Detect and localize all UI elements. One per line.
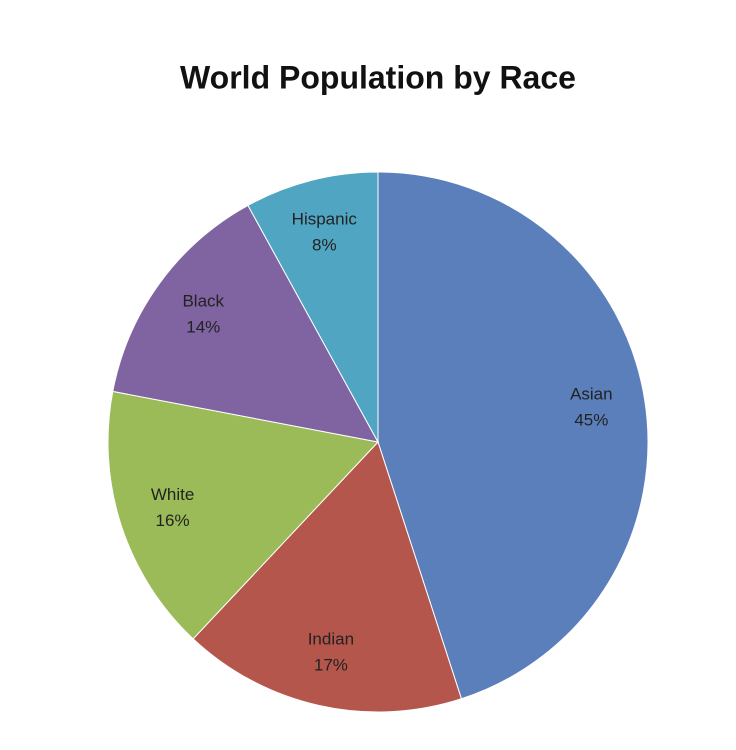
slice-value-label: 17%	[314, 655, 348, 674]
pie-slice	[192, 441, 463, 713]
slice-label: Black	[182, 292, 224, 311]
slice-label: Asian	[570, 385, 613, 404]
pie-slice	[112, 204, 379, 443]
pie-slice	[107, 390, 379, 640]
pie-slice	[247, 171, 379, 443]
slice-value-label: 45%	[574, 411, 608, 430]
slice-value-label: 14%	[186, 318, 220, 337]
slice-label: White	[151, 485, 194, 504]
slice-value-label: 16%	[156, 511, 190, 530]
chart-title: World Population by Race	[180, 59, 576, 95]
slice-value-label: 8%	[312, 235, 337, 254]
slice-label: Hispanic	[292, 209, 358, 228]
pie-slice	[377, 171, 649, 700]
slice-label: Indian	[308, 629, 354, 648]
